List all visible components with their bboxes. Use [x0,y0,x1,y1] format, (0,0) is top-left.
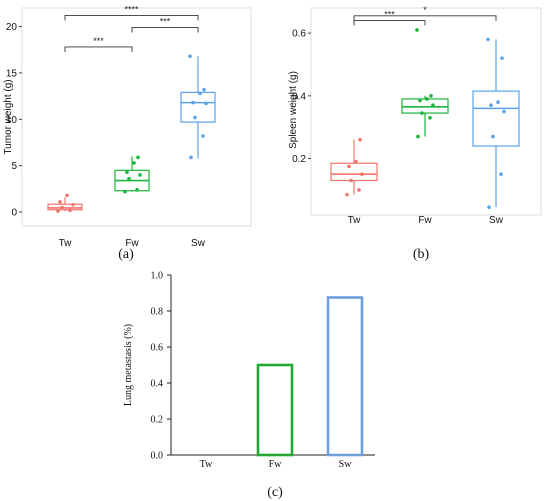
significance-label: **** [124,4,139,14]
data-point [132,161,136,165]
panel-c-x-tick-sw: Sw [339,459,353,470]
data-point [415,28,419,32]
box-iqr-tw [47,203,83,211]
data-point [58,200,62,204]
data-point [425,97,429,101]
data-point [135,188,139,192]
panel-a-x-tick-tw: Tw [59,238,73,249]
significance-bracket [64,46,133,52]
panel-a-y-axis-label: Tumor weight (g) [3,79,14,154]
panel-c-y-tick-label: 0.6 [151,343,164,354]
panel-c-y-axis-label: Lung metastasis (%) [123,324,134,406]
data-point [502,109,506,114]
panel-b-x-tick-tw: Tw [348,215,362,226]
significance-bracket [64,14,199,21]
data-point [71,202,75,207]
data-point [202,87,206,92]
panel-c-plot: Lung metastasis (%) 0.0 0.2 0.4 0.6 0.8 1.0 T… [123,271,375,500]
data-point [60,205,64,210]
data-point [499,172,503,177]
data-point [68,208,72,213]
panel-a-label: (a) [118,247,134,262]
data-point [191,100,195,105]
panel-a-plot-frame [21,7,252,227]
panel-b-x-tick-sw: Sw [489,215,504,226]
bar-sw [326,296,364,457]
data-point [428,115,432,120]
data-point [358,137,362,142]
data-point [204,101,208,106]
panel-a-y-tick-label: 20 [6,22,18,33]
data-point [136,155,140,160]
panel-a-x-tick-fw: Fw [125,238,139,249]
box-iqr-sw [472,90,520,147]
panel-a-x-tick-sw: Sw [191,238,206,249]
data-point [349,178,353,183]
significance-label: * [423,5,427,15]
bar-fw [256,363,294,457]
panel-b-y-tick-label: 0.2 [292,154,306,165]
panel-b-plot: Spleen weight (g) 0.20.40.6 Tw Fw Sw ***… [288,5,542,262]
data-point [345,192,349,197]
panel-c-y-tick-label: 0.8 [151,307,164,318]
panel-c-label: (c) [267,485,283,500]
panel-c-x-tick-tw: Tw [200,459,213,470]
box-iqr-sw [180,91,216,123]
data-point [496,100,500,104]
data-point [188,54,192,59]
data-point [429,94,433,98]
data-point [138,173,142,177]
significance-bracket [353,20,426,26]
data-point [418,98,422,103]
panel-c-y-tick-label: 0.0 [151,451,164,462]
data-point [489,103,493,108]
significance-bracket [353,15,497,21]
data-point [201,134,205,138]
data-point [486,37,490,42]
panel-b-label: (b) [413,247,430,262]
panel-b-plot-frame [310,7,542,216]
significance-label: *** [384,10,395,20]
data-point [431,103,435,108]
data-point [354,159,358,164]
panel-c-y-tick-label: 1.0 [151,271,164,282]
data-point [65,193,69,198]
significance-bracket [131,27,199,33]
data-point [357,188,361,192]
data-point [360,172,364,177]
panel-b-x-tick-fw: Fw [418,215,432,226]
panel-b-y-tick-label: 0.6 [292,29,306,40]
panel-b-y-axis-label: Spleen weight (g) [288,71,299,149]
data-point [416,134,420,139]
data-point [500,56,504,60]
panel-a-y-tick-label: 10 [6,115,18,126]
data-point [125,170,129,174]
panel-a-y-tick-label: 15 [6,68,18,79]
panel-c-x-tick-fw: Fw [269,459,283,470]
data-point [127,176,131,181]
data-point [487,205,491,209]
data-point [189,155,193,160]
panel-b-y-tick-label: 0.4 [292,91,306,102]
panel-a-y-tick-label: 0 [11,208,17,219]
box-iqr-tw [330,162,378,182]
data-point [491,134,495,139]
panel-c-y-tick-label: 0.2 [151,415,164,426]
significance-label: *** [160,16,171,26]
data-point [123,189,127,194]
data-point [198,91,202,96]
panel-a-y-tick-label: 5 [11,161,17,172]
data-point [420,111,424,115]
data-point [347,164,351,169]
data-point [56,209,60,213]
panel-c-y-tick-label: 0.4 [151,379,164,390]
data-point [193,115,197,120]
significance-label: *** [93,36,104,46]
